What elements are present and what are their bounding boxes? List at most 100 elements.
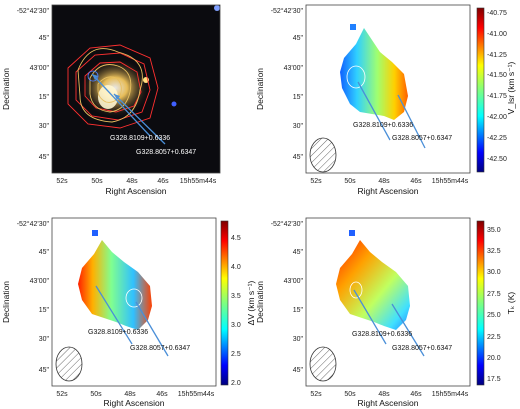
- svg-text:22.5: 22.5: [487, 334, 501, 341]
- svg-text:15h55m44s: 15h55m44s: [180, 178, 217, 185]
- svg-text:45": 45": [293, 249, 304, 256]
- svg-text:-41.25: -41.25: [487, 52, 507, 59]
- svg-text:30": 30": [39, 123, 50, 130]
- svg-text:25.0: 25.0: [487, 312, 501, 319]
- svg-text:48s: 48s: [126, 178, 138, 185]
- panel-d-label-1: G328.8109+0.6336: [352, 331, 412, 338]
- svg-text:30": 30": [39, 336, 50, 343]
- svg-text:45": 45": [293, 35, 304, 42]
- panel-a-arrow: [91, 73, 151, 137]
- panel-b-label-1: G328.8109+0.6336: [353, 122, 413, 129]
- svg-text:15": 15": [293, 94, 304, 101]
- svg-text:45": 45": [293, 367, 304, 374]
- panel-c-label-1: G328.8109+0.6336: [88, 329, 148, 336]
- svg-text:-52°42'30": -52°42'30": [17, 220, 50, 228]
- svg-text:48s: 48s: [124, 391, 136, 398]
- panel-a-emission: [80, 58, 150, 118]
- panel-a-core: [98, 85, 118, 109]
- svg-text:43'00": 43'00": [30, 65, 50, 72]
- svg-text:-42.50: -42.50: [487, 156, 507, 163]
- panel-a-ylabel: Declination: [1, 68, 11, 110]
- panel-c-map-patch: [92, 230, 98, 236]
- svg-text:-42.00: -42.00: [487, 114, 507, 121]
- svg-text:3.0: 3.0: [231, 322, 241, 329]
- svg-text:15h55m44s: 15h55m44s: [178, 391, 215, 398]
- svg-text:27.5: 27.5: [487, 291, 501, 298]
- svg-text:32.5: 32.5: [487, 248, 501, 255]
- panel-b-map-patch: [350, 24, 356, 30]
- panel-b-label-2: G328.8057+0.6347: [392, 135, 452, 142]
- panel-b-map: [340, 28, 408, 120]
- svg-text:2.0: 2.0: [231, 380, 241, 387]
- svg-text:17.5: 17.5: [487, 376, 501, 383]
- panel-a-arrow: [113, 93, 166, 145]
- svg-text:-40.75: -40.75: [487, 10, 507, 17]
- svg-text:15h55m44s: 15h55m44s: [432, 178, 469, 185]
- svg-text:-41.75: -41.75: [487, 93, 507, 100]
- panel-c-colorbar: [220, 220, 229, 386]
- panel-d-colorbar: [476, 220, 485, 386]
- panel-a-yticks: -52°42'30" 45" 43'00" 15" 30" 45": [17, 7, 50, 161]
- svg-text:15h55m44s: 15h55m44s: [432, 391, 469, 398]
- svg-text:30": 30": [293, 123, 304, 130]
- svg-text:-52°42'30": -52°42'30": [271, 7, 304, 15]
- panel-c-beam: [55, 346, 83, 382]
- svg-text:46s: 46s: [410, 178, 422, 185]
- svg-text:15": 15": [39, 307, 50, 314]
- svg-text:46s: 46s: [156, 391, 168, 398]
- panel-a-xticks: 52s 50s 48s 46s 15h55m44s: [56, 178, 216, 185]
- svg-text:30": 30": [293, 336, 304, 343]
- panel-b-beam: [309, 137, 337, 173]
- svg-text:30.0: 30.0: [487, 269, 501, 276]
- svg-text:45": 45": [39, 249, 50, 256]
- panel-d-colorbar-ticks: 35.0 32.5 30.0 27.5 25.0 22.5 20.0 17.5: [487, 227, 501, 383]
- panel-d-xticks: 52s 50s 48s 46s 15h55m44s: [310, 391, 468, 398]
- svg-text:-41.50: -41.50: [487, 72, 507, 79]
- panel-c-arrow: [135, 301, 169, 357]
- panel-a-contours-red: [67, 44, 159, 129]
- panel-a: G328.8109+0.6336 G328.8057+0.6347 -52°42…: [1, 4, 221, 196]
- panel-d-xlabel: Right Ascension: [358, 398, 419, 408]
- svg-text:48s: 48s: [378, 391, 390, 398]
- svg-text:15": 15": [39, 94, 50, 101]
- svg-text:15": 15": [293, 307, 304, 314]
- svg-text:-42.25: -42.25: [487, 135, 507, 142]
- panel-b-colorbar-ticks: -40.75 -41.00 -41.25 -41.50 -41.75 -42.0…: [487, 10, 507, 163]
- svg-text:45": 45": [39, 35, 50, 42]
- panel-d: G328.8109+0.6336 G328.8057+0.6347 -52°42…: [255, 217, 516, 408]
- panel-c-arrow: [95, 285, 133, 345]
- panel-b-xlabel: Right Ascension: [358, 186, 419, 196]
- svg-text:45": 45": [39, 367, 50, 374]
- svg-text:35.0: 35.0: [487, 227, 501, 234]
- svg-text:2.5: 2.5: [231, 351, 241, 358]
- panel-c-ylabel: Declination: [1, 281, 11, 323]
- panel-d-ylabel: Declination: [255, 281, 265, 323]
- panel-c-colorbar-label: ΔV (km s⁻¹): [246, 281, 256, 326]
- svg-text:-52°42'30": -52°42'30": [271, 220, 304, 228]
- svg-text:20.0: 20.0: [487, 355, 501, 362]
- panel-c-map: [78, 240, 152, 330]
- panel-c-xticks: 52s 50s 48s 46s 15h55m44s: [56, 391, 214, 398]
- panel-a-arrowhead: [92, 74, 98, 80]
- svg-text:43'00": 43'00": [284, 278, 304, 285]
- panel-b: G328.8109+0.6336 G328.8057+0.6347 -52°42…: [255, 4, 516, 196]
- panel-c: G328.8109+0.6336 G328.8057+0.6347 -52°42…: [1, 217, 256, 408]
- panel-a-star: [171, 101, 177, 107]
- panel-b-arrow: [357, 81, 391, 141]
- svg-text:-41.00: -41.00: [487, 31, 507, 38]
- panel-b-colorbar-label: V_lsr (km s⁻¹): [506, 62, 516, 115]
- panel-b-yticks: -52°42'30" 45" 43'00" 15" 30" 45": [271, 7, 304, 161]
- panel-d-beam: [309, 346, 337, 382]
- panel-a-xlabel: Right Ascension: [106, 186, 167, 196]
- panel-d-marker: [349, 281, 363, 299]
- panel-d-arrow: [391, 303, 425, 357]
- svg-text:43'00": 43'00": [284, 65, 304, 72]
- panel-c-marker: [125, 288, 143, 308]
- panel-d-map-patch: [349, 230, 355, 236]
- svg-text:45": 45": [39, 154, 50, 161]
- panel-d-colorbar-label: Tₖ (K): [506, 292, 516, 315]
- panel-a-label-2: G328.8057+0.6347: [136, 149, 196, 156]
- panel-a-label-1: G328.8109+0.6336: [110, 135, 170, 142]
- panel-d-label-2: G328.8057+0.6347: [392, 345, 452, 352]
